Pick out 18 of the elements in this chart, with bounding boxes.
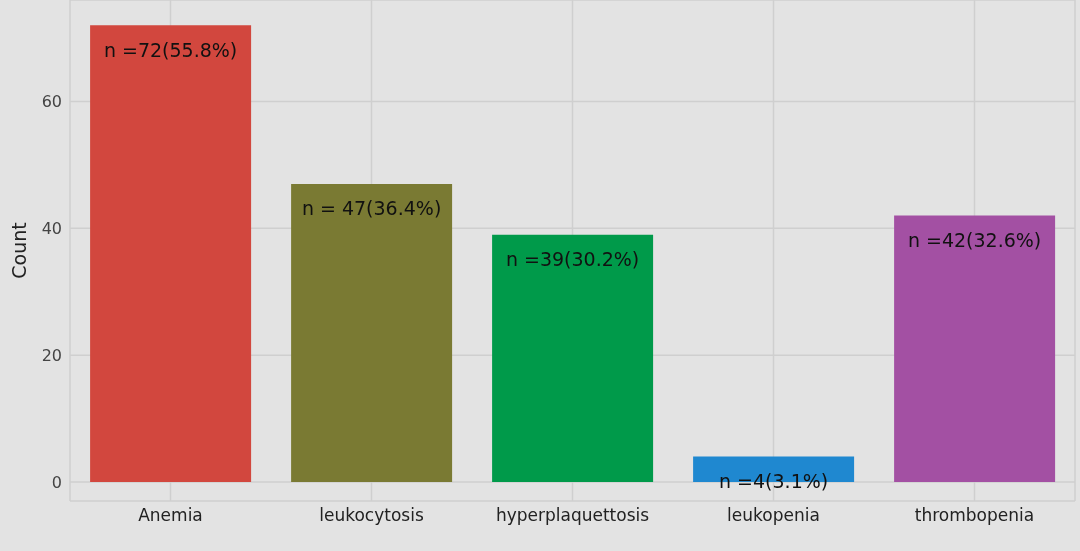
x-tick-label: thrombopenia xyxy=(914,505,1035,526)
x-tick-label: hyperplaquettosis xyxy=(495,505,650,526)
y-tick-label: 60 xyxy=(41,92,62,112)
y-axis-title: Count xyxy=(7,222,30,279)
bar xyxy=(90,25,252,482)
bar xyxy=(894,215,1056,482)
data-label: n =42(32.6%) xyxy=(907,229,1042,252)
y-tick-label: 20 xyxy=(41,345,62,365)
bar xyxy=(291,183,453,482)
x-tick-label: Anemia xyxy=(138,505,203,526)
data-label: n =39(30.2%) xyxy=(505,248,640,271)
x-tick-label: leukocytosis xyxy=(319,505,424,526)
y-tick-label: 0 xyxy=(51,472,62,492)
data-label: n = 47(36.4%) xyxy=(301,197,442,220)
bar xyxy=(492,234,654,482)
data-label: n =72(55.8%) xyxy=(103,38,238,61)
x-tick-label: leukopenia xyxy=(727,505,820,526)
y-tick-label: 40 xyxy=(41,218,62,238)
